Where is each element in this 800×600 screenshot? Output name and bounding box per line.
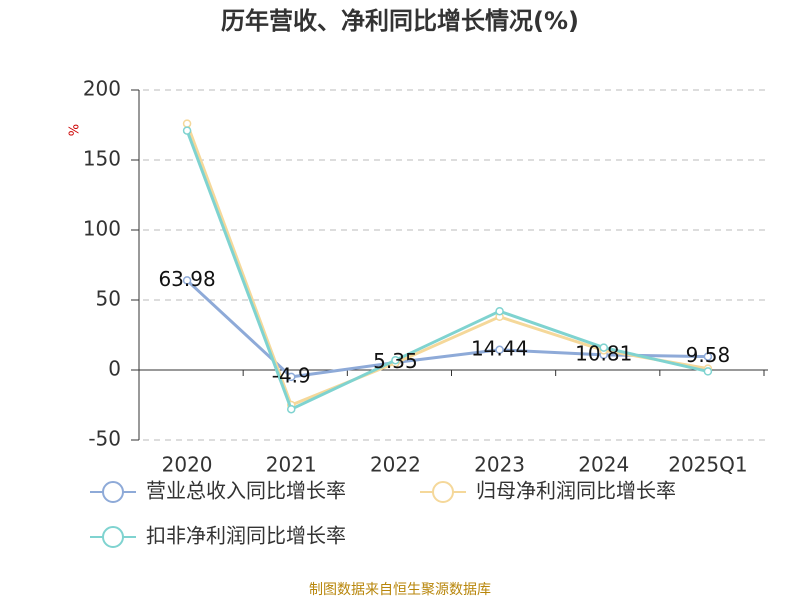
y-tick-label: -50 [88, 427, 121, 451]
legend-marker [102, 526, 124, 548]
data-point [182, 126, 192, 135]
data-point [495, 306, 504, 316]
data-label: 5.35 [373, 349, 418, 373]
legend-label: 扣非净利润同比增长率 [146, 524, 346, 548]
data-label: 63.98 [158, 267, 215, 291]
data-point [391, 355, 400, 365]
legend-marker [432, 481, 454, 503]
x-tick-label: 2020 [162, 453, 213, 477]
source-note: 制图数据来自恒生聚源数据库 [309, 582, 491, 598]
y-tick-label: 50 [96, 287, 121, 311]
data-point [182, 119, 192, 128]
data-point [703, 367, 713, 376]
x-tick-label: 2025Q1 [668, 453, 747, 477]
data-label: 9.58 [686, 343, 731, 367]
data-point [599, 343, 608, 352]
data-point [287, 372, 296, 382]
data-label: 10.81 [575, 341, 632, 365]
chart-title: 历年营收、净利同比增长情况(%) [221, 7, 579, 35]
data-label: 14.44 [471, 336, 528, 360]
legend-label: 归母净利润同比增长率 [476, 479, 676, 503]
series-line [185, 123, 709, 407]
data-point [703, 352, 713, 361]
y-tick-label: 150 [83, 147, 121, 171]
data-point [287, 404, 296, 414]
y-tick-label: 100 [83, 217, 121, 241]
y-tick-label: 200 [83, 77, 121, 101]
x-tick-label: 2021 [266, 453, 317, 477]
data-label: -4.9 [272, 363, 311, 387]
x-tick-label: 2024 [578, 453, 629, 477]
x-tick-label: 2022 [370, 453, 421, 477]
y-axis-label: % [68, 124, 83, 136]
legend-label: 营业总收入同比增长率 [146, 479, 346, 503]
data-point [495, 345, 504, 355]
series-line [185, 130, 709, 412]
data-point [182, 276, 192, 285]
y-tick-label: 0 [108, 357, 121, 381]
legend-marker [102, 481, 124, 503]
x-tick-label: 2023 [474, 453, 525, 477]
